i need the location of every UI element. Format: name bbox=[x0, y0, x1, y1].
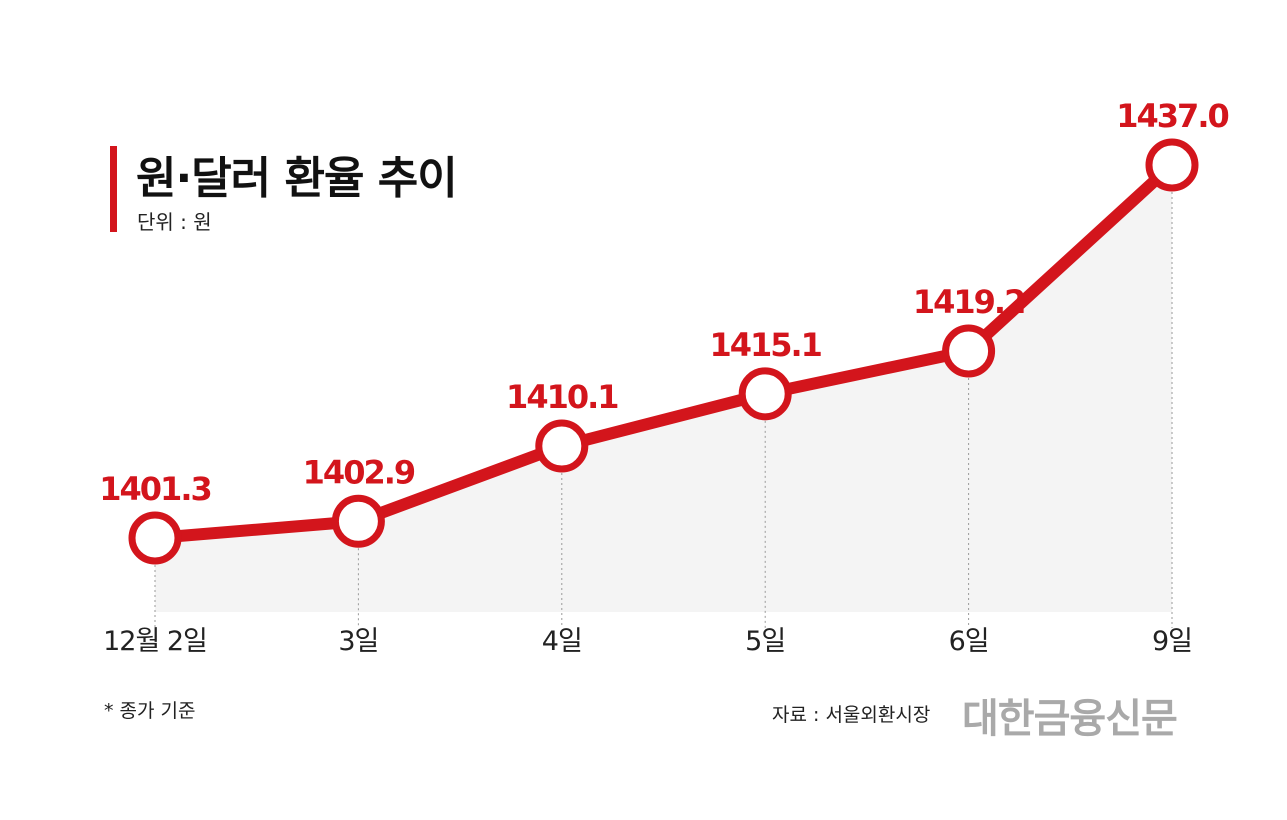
data-point bbox=[738, 367, 792, 421]
x-tick-label: 5일 bbox=[745, 626, 785, 657]
brand-logo: 대한금융신문 bbox=[962, 696, 1178, 742]
data-label: 1419.2 bbox=[913, 283, 1024, 321]
x-tick-label: 3일 bbox=[338, 626, 378, 657]
data-point bbox=[942, 324, 996, 378]
series-line bbox=[149, 159, 1178, 544]
data-point bbox=[535, 419, 589, 473]
footnote: * 종가 기준 bbox=[104, 700, 196, 722]
data-point bbox=[128, 511, 182, 565]
data-label: 1402.9 bbox=[303, 453, 415, 491]
x-tick-label: 12월 2일 bbox=[103, 626, 207, 657]
data-label: 1410.1 bbox=[506, 378, 618, 416]
data-point bbox=[1145, 138, 1199, 192]
unit-label: 단위 : 원 bbox=[137, 210, 212, 234]
data-label: 1415.1 bbox=[709, 326, 821, 364]
area-fill bbox=[155, 165, 1172, 612]
data-label: 1401.3 bbox=[99, 470, 210, 508]
x-tick-label: 6일 bbox=[949, 626, 989, 657]
x-tick-label: 4일 bbox=[542, 626, 582, 657]
title-accent-bar bbox=[110, 146, 117, 232]
data-point bbox=[331, 494, 385, 548]
chart-title: 원·달러 환율 추이 bbox=[136, 153, 458, 204]
source-label: 자료 : 서울외환시장 bbox=[772, 704, 931, 726]
x-tick-label: 9일 bbox=[1152, 626, 1192, 657]
data-label: 1437.0 bbox=[1116, 97, 1228, 135]
